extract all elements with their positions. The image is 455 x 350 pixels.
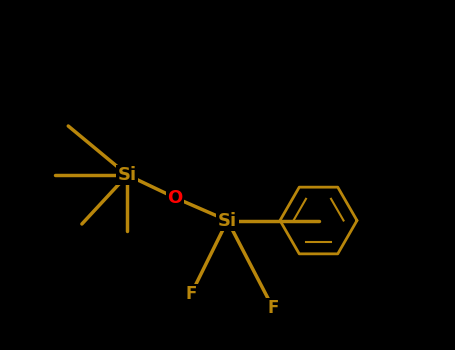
Text: Si: Si bbox=[218, 211, 237, 230]
Text: F: F bbox=[268, 299, 278, 317]
Text: Si: Si bbox=[118, 166, 137, 184]
Text: O: O bbox=[167, 189, 183, 207]
Text: F: F bbox=[186, 285, 197, 303]
